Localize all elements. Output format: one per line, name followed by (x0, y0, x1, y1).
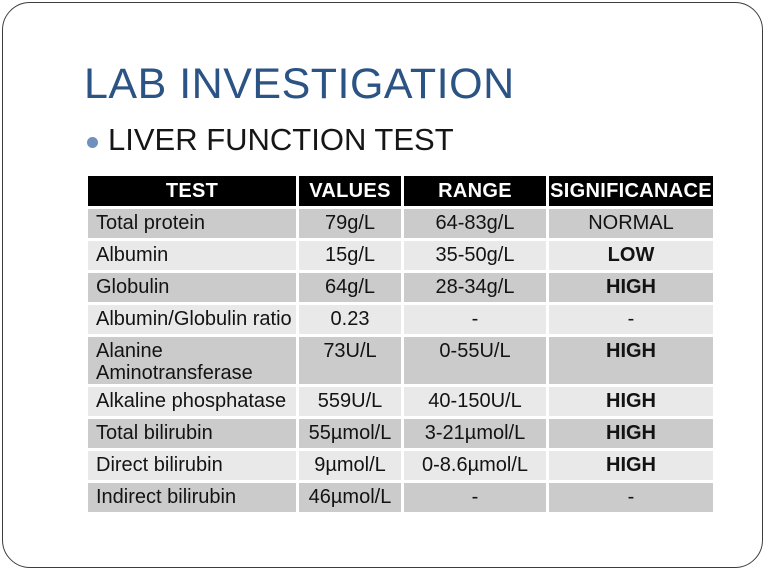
cell-test: Direct bilirubin (88, 451, 296, 480)
cell-significance: - (549, 483, 713, 512)
cell-test: Indirect bilirubin (88, 483, 296, 512)
cell-test: Albumin/Globulin ratio (88, 305, 296, 334)
cell-test: Total bilirubin (88, 419, 296, 448)
cell-significance: HIGH (549, 451, 713, 480)
table-row: Alanine Aminotransferase 73U/L 0-55U/L H… (88, 337, 713, 384)
cell-significance: HIGH (549, 273, 713, 302)
table-row: Total bilirubin 55µmol/L 3-21µmol/L HIGH (88, 419, 713, 448)
header-range: RANGE (404, 176, 546, 206)
table-row: Alkaline phosphatase 559U/L 40-150U/L HI… (88, 387, 713, 416)
cell-test: Total protein (88, 209, 296, 238)
cell-test: Alkaline phosphatase (88, 387, 296, 416)
cell-significance: HIGH (549, 337, 713, 384)
cell-value: 73U/L (299, 337, 401, 384)
bullet-line: LIVER FUNCTION TEST (87, 124, 454, 155)
bullet-icon (87, 137, 98, 148)
table-row: Indirect bilirubin 46µmol/L - - (88, 483, 713, 512)
table-row: Albumin 15g/L 35-50g/L LOW (88, 241, 713, 270)
bullet-text: LIVER FUNCTION TEST (108, 122, 454, 157)
table-row: Albumin/Globulin ratio 0.23 - - (88, 305, 713, 334)
table-row: Total protein 79g/L 64-83g/L NORMAL (88, 209, 713, 238)
cell-range: - (404, 305, 546, 334)
cell-test: Alanine Aminotransferase (88, 337, 296, 384)
cell-test: Globulin (88, 273, 296, 302)
header-values: VALUES (299, 176, 401, 206)
cell-value: 0.23 (299, 305, 401, 334)
cell-significance: - (549, 305, 713, 334)
cell-range: 28-34g/L (404, 273, 546, 302)
cell-significance: LOW (549, 241, 713, 270)
table-row: Direct bilirubin 9µmol/L 0-8.6µmol/L HIG… (88, 451, 713, 480)
cell-range: 40-150U/L (404, 387, 546, 416)
cell-range: - (404, 483, 546, 512)
cell-value: 559U/L (299, 387, 401, 416)
cell-range: 64-83g/L (404, 209, 546, 238)
table-header-row: TEST VALUES RANGE SIGNIFICANACE (88, 176, 713, 206)
cell-test: Albumin (88, 241, 296, 270)
header-test: TEST (88, 176, 296, 206)
cell-significance: HIGH (549, 419, 713, 448)
cell-value: 55µmol/L (299, 419, 401, 448)
cell-value: 46µmol/L (299, 483, 401, 512)
cell-range: 3-21µmol/L (404, 419, 546, 448)
cell-value: 9µmol/L (299, 451, 401, 480)
cell-range: 0-55U/L (404, 337, 546, 384)
table-row: Globulin 64g/L 28-34g/L HIGH (88, 273, 713, 302)
cell-significance: HIGH (549, 387, 713, 416)
cell-range: 0-8.6µmol/L (404, 451, 546, 480)
cell-range: 35-50g/L (404, 241, 546, 270)
header-significance: SIGNIFICANACE (549, 176, 713, 206)
cell-value: 64g/L (299, 273, 401, 302)
lab-results-table: TEST VALUES RANGE SIGNIFICANACE Total pr… (85, 173, 716, 515)
cell-value: 79g/L (299, 209, 401, 238)
cell-value: 15g/L (299, 241, 401, 270)
cell-significance: NORMAL (549, 209, 713, 238)
slide-title: LAB INVESTIGATION (84, 60, 515, 108)
